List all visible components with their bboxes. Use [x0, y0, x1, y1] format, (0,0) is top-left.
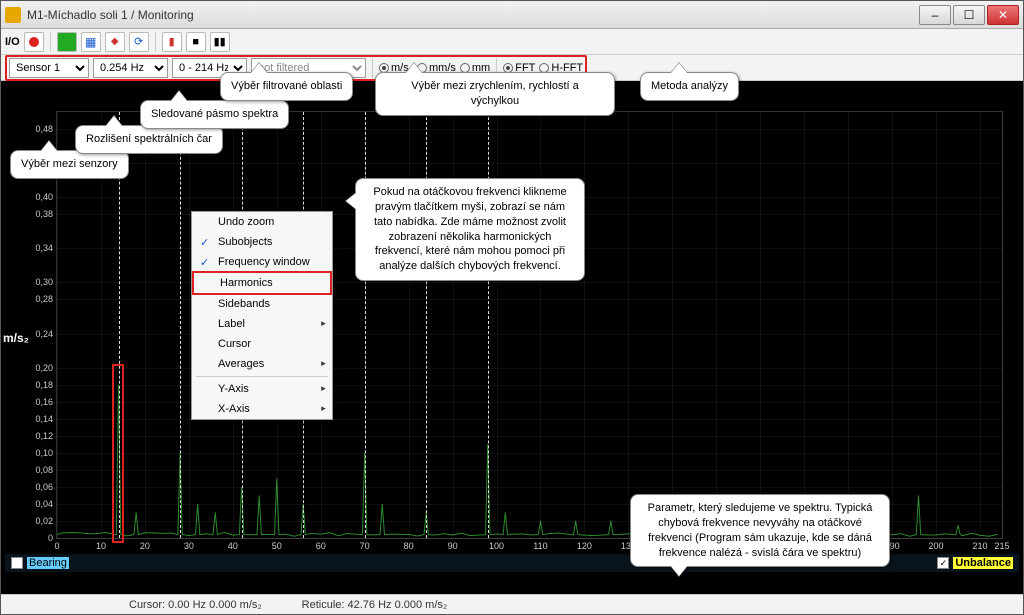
window-title: M1-Míchadlo soli 1 / Monitoring: [27, 8, 917, 22]
ctx-y-axis[interactable]: Y-Axis: [192, 379, 332, 399]
status-reticule: Reticule: 42.76 Hz 0.000 m/s₂: [302, 599, 448, 611]
sensor-select[interactable]: Sensor 1: [9, 58, 89, 78]
y-axis-label: m/s₂: [3, 331, 29, 345]
callout-sensors: Výběr mezi senzory: [10, 150, 129, 179]
minimize-button[interactable]: –: [919, 5, 951, 25]
ctx-undo-zoom[interactable]: Undo zoom: [192, 212, 332, 232]
ctx-frequency-window[interactable]: Frequency window: [192, 252, 332, 272]
callout-resolution: Rozlišení spektrálních čar: [75, 125, 223, 154]
ctx-x-axis[interactable]: X-Axis: [192, 399, 332, 419]
bearing-check[interactable]: Bearing: [11, 557, 69, 569]
window-buttons: – ☐ ✕: [917, 5, 1019, 25]
tool-green[interactable]: [57, 32, 77, 52]
callout-unit: Výběr mezi zrychlením, rychlostí a výchy…: [375, 72, 615, 116]
io-label: I/O: [5, 36, 20, 48]
ctx-subobjects[interactable]: Subobjects: [192, 232, 332, 252]
status-cursor: Cursor: 0.00 Hz 0.000 m/s₂: [129, 599, 262, 611]
tool-refresh[interactable]: ⟳: [129, 32, 149, 52]
unbalance-check[interactable]: ✓Unbalance: [937, 557, 1013, 569]
ctx-harmonics[interactable]: Harmonics: [192, 271, 332, 295]
record-button[interactable]: [24, 32, 44, 52]
callout-method: Metoda analýzy: [640, 72, 739, 101]
tool-stop[interactable]: ■: [186, 32, 206, 52]
ctx-averages[interactable]: Averages: [192, 354, 332, 374]
ctx-sidebands[interactable]: Sidebands: [192, 294, 332, 314]
callout-menu: Pokud na otáčkovou frekvenci klikneme pr…: [355, 178, 585, 281]
ctx-cursor[interactable]: Cursor: [192, 334, 332, 354]
tool-pause[interactable]: ▮▮: [210, 32, 230, 52]
toolbar-main: I/O ▦ ◆ ⟳ ▮ ■ ▮▮: [1, 29, 1023, 55]
tool-cursor[interactable]: ▮: [162, 32, 182, 52]
app-icon: [5, 7, 21, 23]
callout-band: Sledované pásmo spektra: [140, 100, 289, 129]
close-button[interactable]: ✕: [987, 5, 1019, 25]
callout-filter: Výběr filtrované oblasti: [220, 72, 353, 101]
context-menu[interactable]: Undo zoomSubobjectsFrequency windowHarmo…: [191, 211, 333, 420]
ctx-label[interactable]: Label: [192, 314, 332, 334]
maximize-button[interactable]: ☐: [953, 5, 985, 25]
tool-blue[interactable]: ▦: [81, 32, 101, 52]
status-bar: Cursor: 0.00 Hz 0.000 m/s₂ Reticule: 42.…: [1, 594, 1023, 614]
resolution-select[interactable]: 0.254 Hz: [93, 58, 168, 78]
callout-unbalance: Parametr, který sledujeme ve spektru. Ty…: [630, 494, 890, 567]
tool-markers[interactable]: ◆: [105, 32, 125, 52]
title-bar: M1-Míchadlo soli 1 / Monitoring – ☐ ✕: [1, 1, 1023, 29]
